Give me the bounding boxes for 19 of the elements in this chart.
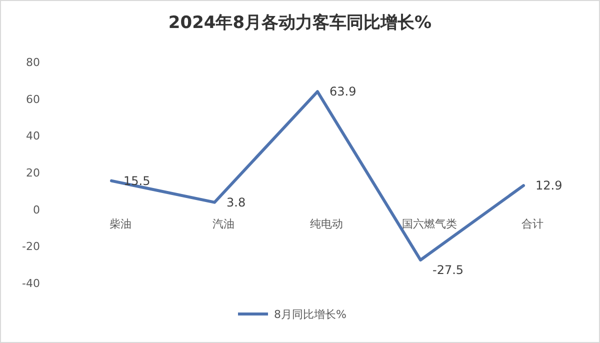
x-tick-label: 纯电动 bbox=[310, 217, 343, 230]
y-tick-label: 80 bbox=[26, 56, 40, 69]
x-tick-label: 国六燃气类 bbox=[402, 217, 457, 230]
chart-title: 2024年8月各动力客车同比增长% bbox=[168, 13, 432, 33]
data-label: 63.9 bbox=[330, 84, 356, 99]
y-tick-label: 60 bbox=[26, 92, 40, 106]
legend-label: 8月同比增长% bbox=[274, 308, 346, 321]
data-label: 15.5 bbox=[124, 174, 150, 188]
x-tick-label: 柴油 bbox=[110, 217, 132, 230]
y-tick-label: 0 bbox=[33, 203, 40, 216]
y-tick-label: -40 bbox=[22, 277, 40, 290]
x-tick-label: 汽油 bbox=[212, 217, 234, 230]
data-label: 3.8 bbox=[226, 195, 246, 210]
x-tick-label: 合计 bbox=[522, 217, 544, 230]
y-tick-label: -20 bbox=[22, 240, 40, 254]
data-label: -27.5 bbox=[432, 262, 464, 277]
y-tick-label: 40 bbox=[26, 130, 40, 143]
data-label: 12.9 bbox=[536, 178, 562, 193]
y-tick-label: 20 bbox=[26, 166, 40, 180]
